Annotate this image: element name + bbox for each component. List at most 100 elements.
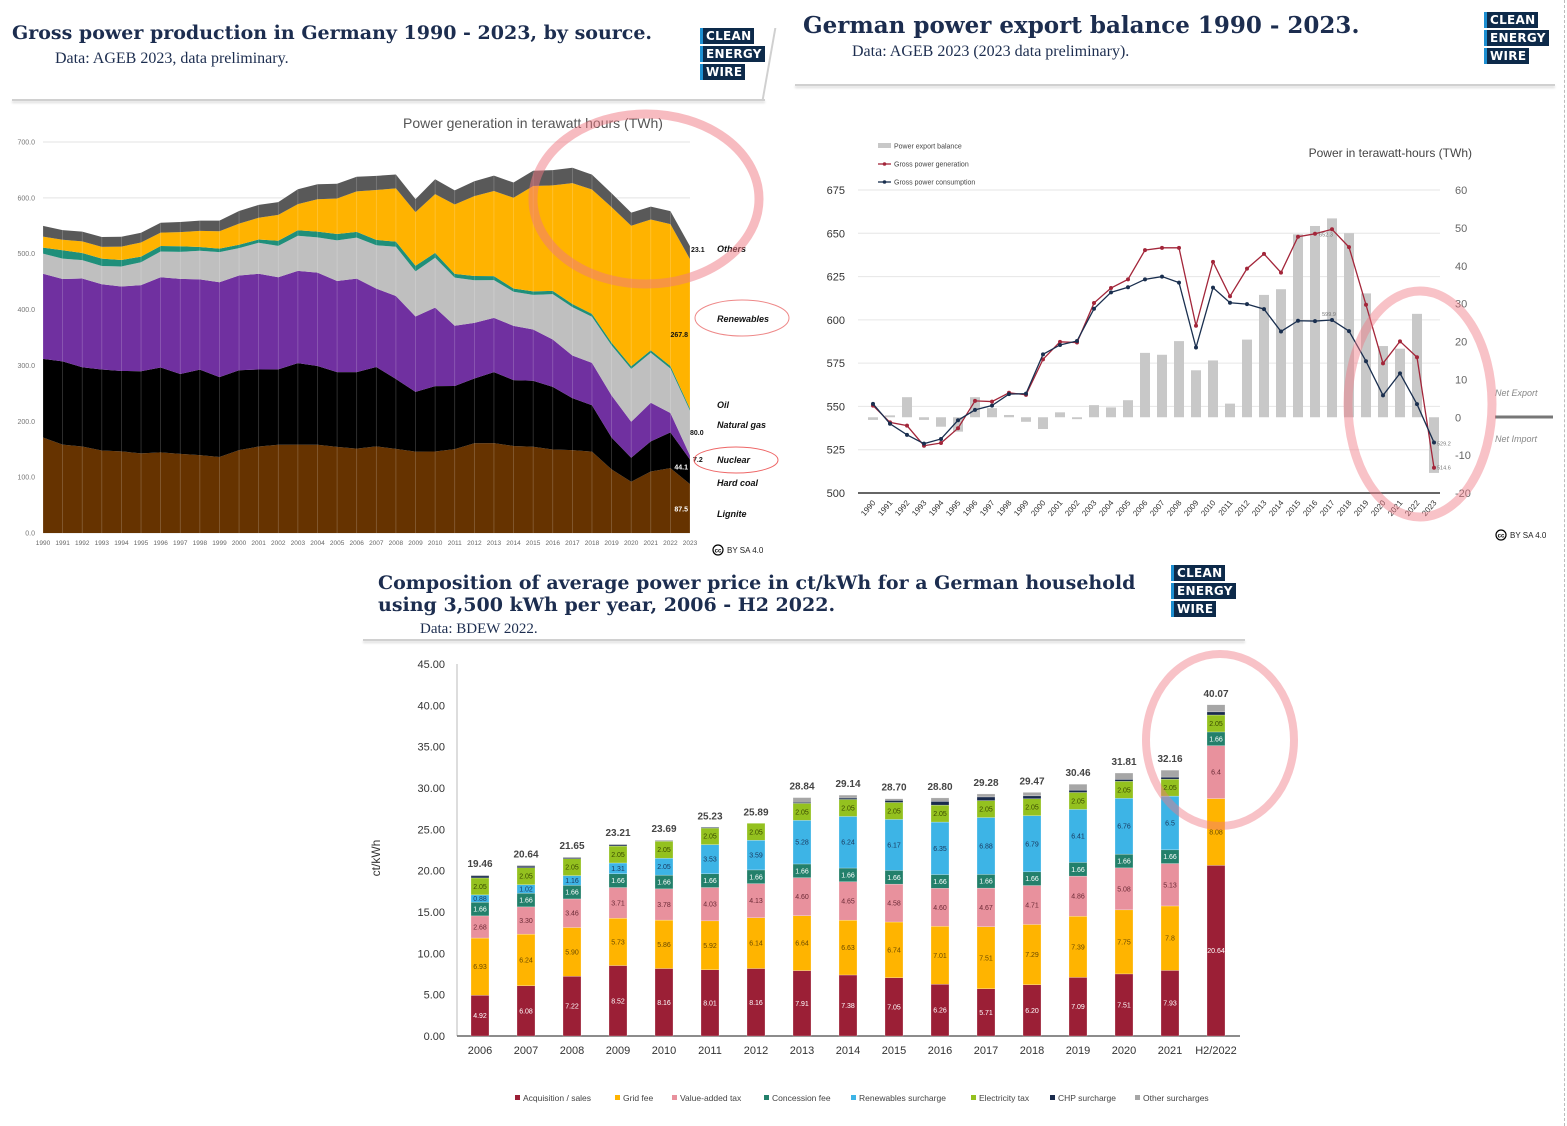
legend-swatch bbox=[672, 1095, 677, 1100]
export-balance-bar bbox=[936, 417, 946, 427]
bar-segment-chp-surcharge bbox=[1022, 795, 1042, 799]
bar-segment-other-surcharges bbox=[516, 865, 536, 867]
segment-value-label: 2.05 bbox=[933, 811, 947, 818]
segment-value-label: 6.24 bbox=[841, 840, 855, 847]
data-point bbox=[1092, 306, 1096, 311]
logo-word: CLEAN bbox=[700, 28, 755, 44]
legend-label: Grid fee bbox=[623, 1093, 654, 1103]
x-tick-label: 2012 bbox=[1233, 498, 1252, 518]
cc-license-badge: cc BY SA 4.0 bbox=[1495, 529, 1547, 541]
bar-segment-other-surcharges bbox=[1206, 704, 1226, 713]
export-balance-bar bbox=[1157, 354, 1167, 418]
legend-marker bbox=[882, 162, 887, 166]
x-tick-label: 1997 bbox=[173, 540, 188, 547]
segment-value-label: 2.05 bbox=[657, 864, 671, 871]
x-tick-label: 2013 bbox=[487, 540, 502, 547]
export-balance-bar bbox=[1055, 412, 1065, 418]
x-tick-label: 1993 bbox=[910, 498, 929, 518]
data-point bbox=[1313, 319, 1317, 324]
y-tick-label: 300.0 bbox=[17, 363, 35, 370]
segment-value-label: 2.05 bbox=[1071, 798, 1085, 805]
data-point bbox=[1279, 270, 1283, 275]
x-tick-label: 1990 bbox=[859, 498, 878, 518]
legend-label: Concession fee bbox=[772, 1093, 831, 1103]
segment-value-label: 0.88 bbox=[473, 896, 487, 903]
x-tick-label: 2003 bbox=[291, 540, 306, 547]
segment-value-label: 3.78 bbox=[657, 902, 671, 909]
data-point bbox=[1126, 285, 1130, 290]
x-tick-label: 2013 bbox=[1250, 498, 1269, 518]
export-balance-bar bbox=[1378, 346, 1388, 418]
data-point bbox=[1313, 231, 1317, 236]
x-tick-label: 2006 bbox=[1131, 498, 1150, 518]
export-balance-bar bbox=[1293, 234, 1303, 418]
y2-tick-label: 50 bbox=[1455, 223, 1467, 235]
bar-total-label: 31.81 bbox=[1111, 757, 1136, 768]
x-tick-label: 2008 bbox=[1165, 498, 1184, 518]
generation-title: Gross power production in Germany 1990 -… bbox=[12, 22, 653, 44]
segment-value-label: 1.66 bbox=[657, 879, 671, 886]
y-tick-label: 35.00 bbox=[417, 742, 445, 754]
export-balance-bar bbox=[1412, 313, 1422, 418]
panel-divider bbox=[1564, 0, 1565, 1126]
x-tick-label: 1995 bbox=[134, 540, 149, 547]
x-tick-label: 1991 bbox=[55, 540, 70, 547]
y-tick-label: 25.00 bbox=[417, 824, 445, 836]
segment-value-label: 6.41 bbox=[1071, 833, 1085, 840]
x-tick-label: 2021 bbox=[644, 540, 659, 547]
x-tick-label: 1993 bbox=[95, 540, 110, 547]
segment-value-label: 1.66 bbox=[795, 868, 809, 875]
data-point bbox=[1245, 302, 1249, 307]
bar-segment-other-surcharges bbox=[838, 794, 858, 799]
license-label: BY SA 4.0 bbox=[727, 546, 764, 555]
y-tick-label: 0.00 bbox=[424, 1031, 445, 1043]
legend-swatch-bar bbox=[878, 143, 891, 148]
x-tick-label: 2009 bbox=[408, 540, 423, 547]
creative-commons-icon bbox=[1495, 529, 1507, 541]
clean-energy-wire-logo: CLEAN ENERGY WIRE bbox=[700, 28, 765, 80]
data-point bbox=[1245, 266, 1249, 271]
legend-swatch bbox=[515, 1095, 520, 1100]
header-rule bbox=[795, 84, 1555, 86]
series-label-renewables: Renewables bbox=[717, 314, 769, 324]
data-point bbox=[1262, 251, 1266, 256]
price-title-line1: Composition of average power price in ct… bbox=[378, 572, 1136, 594]
segment-value-label: 1.66 bbox=[933, 879, 947, 886]
x-tick-label: 2012 bbox=[744, 1045, 768, 1057]
x-tick-label: 2008 bbox=[560, 1045, 584, 1057]
x-tick-label: 2011 bbox=[448, 540, 462, 547]
license-label: BY SA 4.0 bbox=[1510, 531, 1547, 540]
y-tick-label: 15.00 bbox=[417, 907, 445, 919]
x-tick-label: 2001 bbox=[251, 540, 266, 547]
export-balance-bar bbox=[1429, 417, 1439, 473]
x-tick-label: 2017 bbox=[1318, 498, 1337, 518]
segment-value-label: 2.05 bbox=[1025, 805, 1039, 812]
bar-total-label: 32.16 bbox=[1157, 754, 1182, 765]
x-tick-label: 2009 bbox=[1182, 498, 1201, 518]
segment-value-label: 6.63 bbox=[841, 945, 855, 952]
segment-value-label: 4.58 bbox=[887, 901, 901, 908]
x-tick-label: 2005 bbox=[330, 540, 345, 547]
segment-value-label: 7.39 bbox=[1071, 944, 1085, 951]
clean-energy-wire-logo: CLEAN ENERGY WIRE bbox=[1484, 12, 1549, 64]
export-balance-bar bbox=[1225, 403, 1235, 418]
net-export-label: Net Export bbox=[1495, 388, 1538, 398]
segment-value-label: 2.05 bbox=[657, 847, 671, 854]
series-label-nuclear: Nuclear bbox=[717, 455, 751, 465]
segment-value-label: 6.64 bbox=[795, 941, 809, 948]
x-tick-label: 1990 bbox=[36, 540, 51, 547]
data-point bbox=[1211, 285, 1215, 290]
segment-value-label: 1.66 bbox=[1163, 854, 1177, 861]
x-tick-label: 2010 bbox=[1199, 498, 1218, 518]
y-tick-label: 500 bbox=[827, 488, 845, 500]
bar-segment-other-surcharges bbox=[1114, 772, 1134, 780]
segment-value-label: 7.93 bbox=[1163, 1001, 1177, 1008]
legend-swatch bbox=[971, 1095, 976, 1100]
data-point bbox=[871, 401, 875, 406]
legend-label: CHP surcharge bbox=[1058, 1093, 1116, 1103]
bar-segment-other-surcharges bbox=[884, 798, 904, 801]
data-point bbox=[1211, 259, 1215, 264]
data-point bbox=[1041, 352, 1045, 357]
data-point bbox=[1058, 342, 1062, 347]
bar-total-label: 23.69 bbox=[651, 824, 676, 835]
